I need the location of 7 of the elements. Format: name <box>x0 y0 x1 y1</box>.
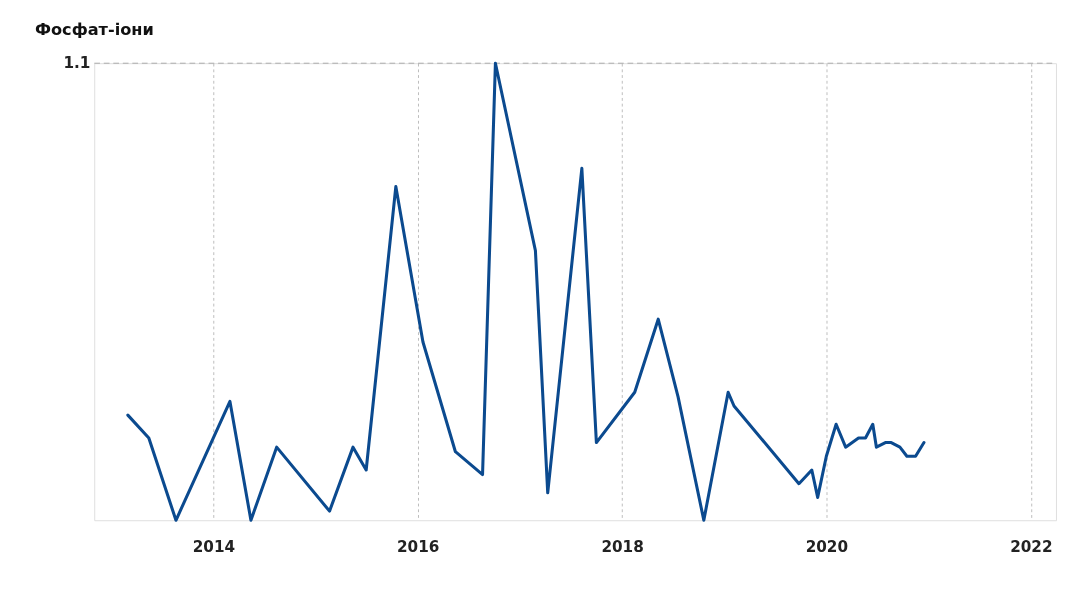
x-tick-label: 2014 <box>192 538 236 557</box>
x-tick-label: 2016 <box>396 538 440 557</box>
x-tick-label: 2022 <box>1010 538 1053 557</box>
x-tick-label: 2020 <box>805 538 848 557</box>
x-tick-label: 2018 <box>601 538 644 557</box>
chart-title: Фосфат-іони <box>34 19 154 39</box>
text: 1.1 <box>63 53 91 72</box>
